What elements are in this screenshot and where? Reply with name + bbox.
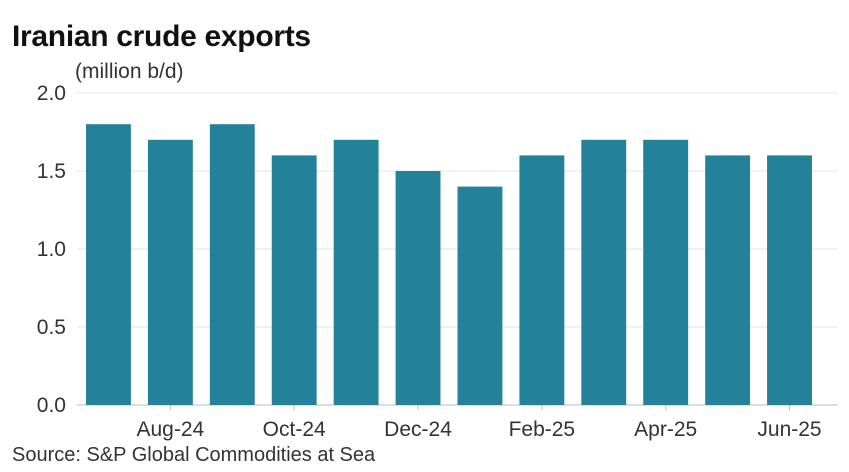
bar-nov-24 xyxy=(333,139,379,406)
x-axis-ticks: Aug-24 Oct-24 Dec-24 Feb-25 Apr-25 Jun-25 xyxy=(137,405,822,441)
bar-mar-25 xyxy=(581,139,627,406)
x-tick-label: Feb-25 xyxy=(509,418,576,441)
bar-dec-24 xyxy=(395,171,441,405)
chart-title: Iranian crude exports xyxy=(12,20,311,53)
x-tick-label: Apr-25 xyxy=(634,418,697,441)
bar-apr-25 xyxy=(643,139,689,406)
y-axis-ticks: 0.0 0.5 1.0 1.5 2.0 xyxy=(37,82,66,417)
bar-jun-25 xyxy=(767,155,812,405)
y-tick-label: 1.0 xyxy=(37,238,66,261)
x-tick-label: Dec-24 xyxy=(384,418,452,441)
bar-may-25 xyxy=(705,155,751,405)
y-tick-label: 0.5 xyxy=(37,316,66,339)
y-tick-label: 2.0 xyxy=(37,82,66,105)
source-note: Source: S&P Global Commodities at Sea xyxy=(12,444,376,466)
y-tick-label: 0.0 xyxy=(37,394,66,417)
x-tick-label: Aug-24 xyxy=(137,418,205,441)
bar-sep-24 xyxy=(209,124,255,405)
x-tick-label: Oct-24 xyxy=(263,418,326,441)
bar-jan-25 xyxy=(457,186,503,405)
x-tick-label: Jun-25 xyxy=(757,418,821,441)
bar-jul-24 xyxy=(86,124,131,405)
bar-feb-25 xyxy=(519,155,565,405)
bar-oct-24 xyxy=(271,155,317,405)
bar-aug-24 xyxy=(147,139,193,406)
bars xyxy=(86,124,812,406)
y-tick-label: 1.5 xyxy=(37,160,66,183)
y-axis-unit-label: (million b/d) xyxy=(75,60,184,83)
